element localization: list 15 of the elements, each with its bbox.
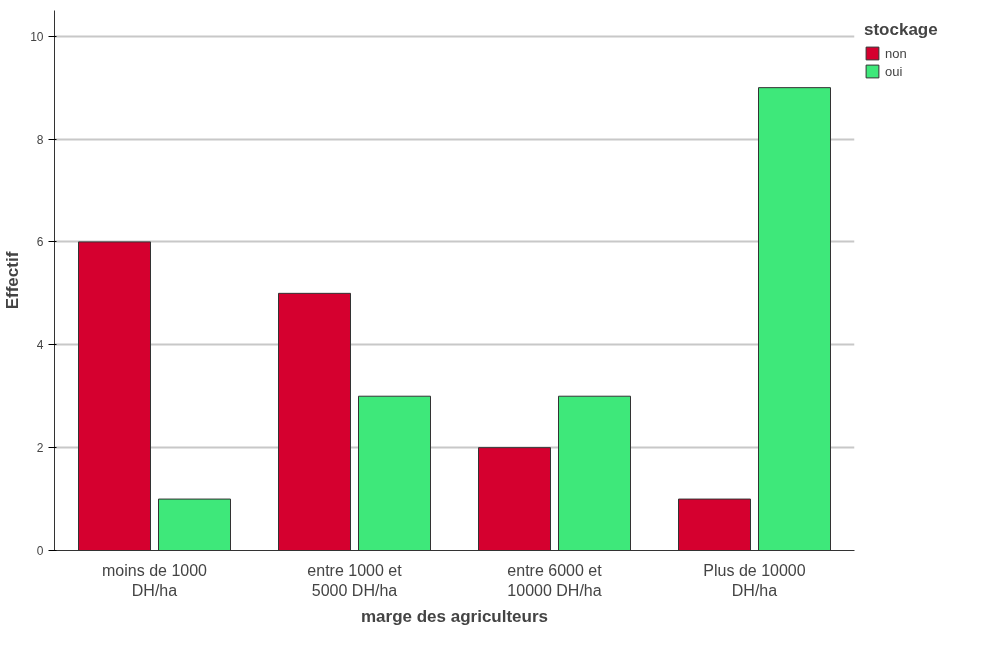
x-tick-label: entre 1000 et 5000 DH/ha [307, 561, 403, 599]
y-tick-label: 6 [36, 235, 44, 250]
y-tick-label: 10 [30, 29, 44, 44]
y-tick-label: 0 [36, 544, 44, 558]
legend-label: oui [885, 63, 904, 79]
y-tick-label: 8 [36, 132, 44, 147]
x-tick-label: moins de 1000 DH/ha [102, 561, 208, 599]
y-tick-label: 4 [36, 338, 44, 353]
legend-title: stockage [864, 20, 938, 40]
x-axis-title: marge des agriculteurs [360, 606, 549, 626]
x-tick-label: entre 6000 et 10000 DH/ha [507, 561, 603, 599]
legend-label: non [885, 45, 907, 61]
y-tick-label: 2 [36, 441, 44, 456]
y-axis-title: Effectif [3, 251, 23, 310]
x-tick-label: Plus de 10000 DH/ha [703, 561, 806, 599]
